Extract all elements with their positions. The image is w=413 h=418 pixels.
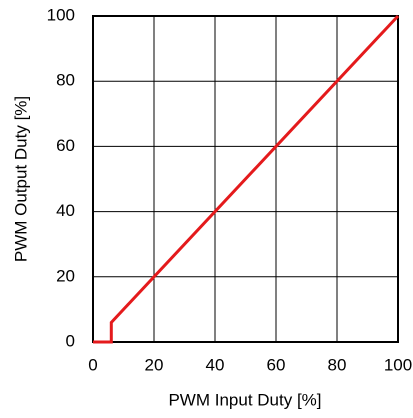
y-tick-label: 80 — [56, 71, 75, 90]
x-tick-label: 0 — [88, 355, 97, 374]
x-tick-label: 80 — [328, 355, 347, 374]
x-tick-label: 40 — [206, 355, 225, 374]
y-tick-label: 40 — [56, 201, 75, 220]
data-line — [93, 14, 400, 344]
plot-frame — [92, 15, 399, 343]
x-tick-label: 20 — [145, 355, 164, 374]
y-axis-label: PWM Output Duty [%] — [11, 96, 30, 262]
y-tick-label: 100 — [47, 5, 75, 24]
x-axis-label: PWM Input Duty [%] — [168, 390, 321, 409]
x-tick-label: 100 — [384, 355, 412, 374]
y-tick-label: 0 — [66, 331, 75, 350]
x-tick-label: 60 — [267, 355, 286, 374]
y-tick-label: 20 — [56, 266, 75, 285]
y-tick-label: 60 — [56, 136, 75, 155]
